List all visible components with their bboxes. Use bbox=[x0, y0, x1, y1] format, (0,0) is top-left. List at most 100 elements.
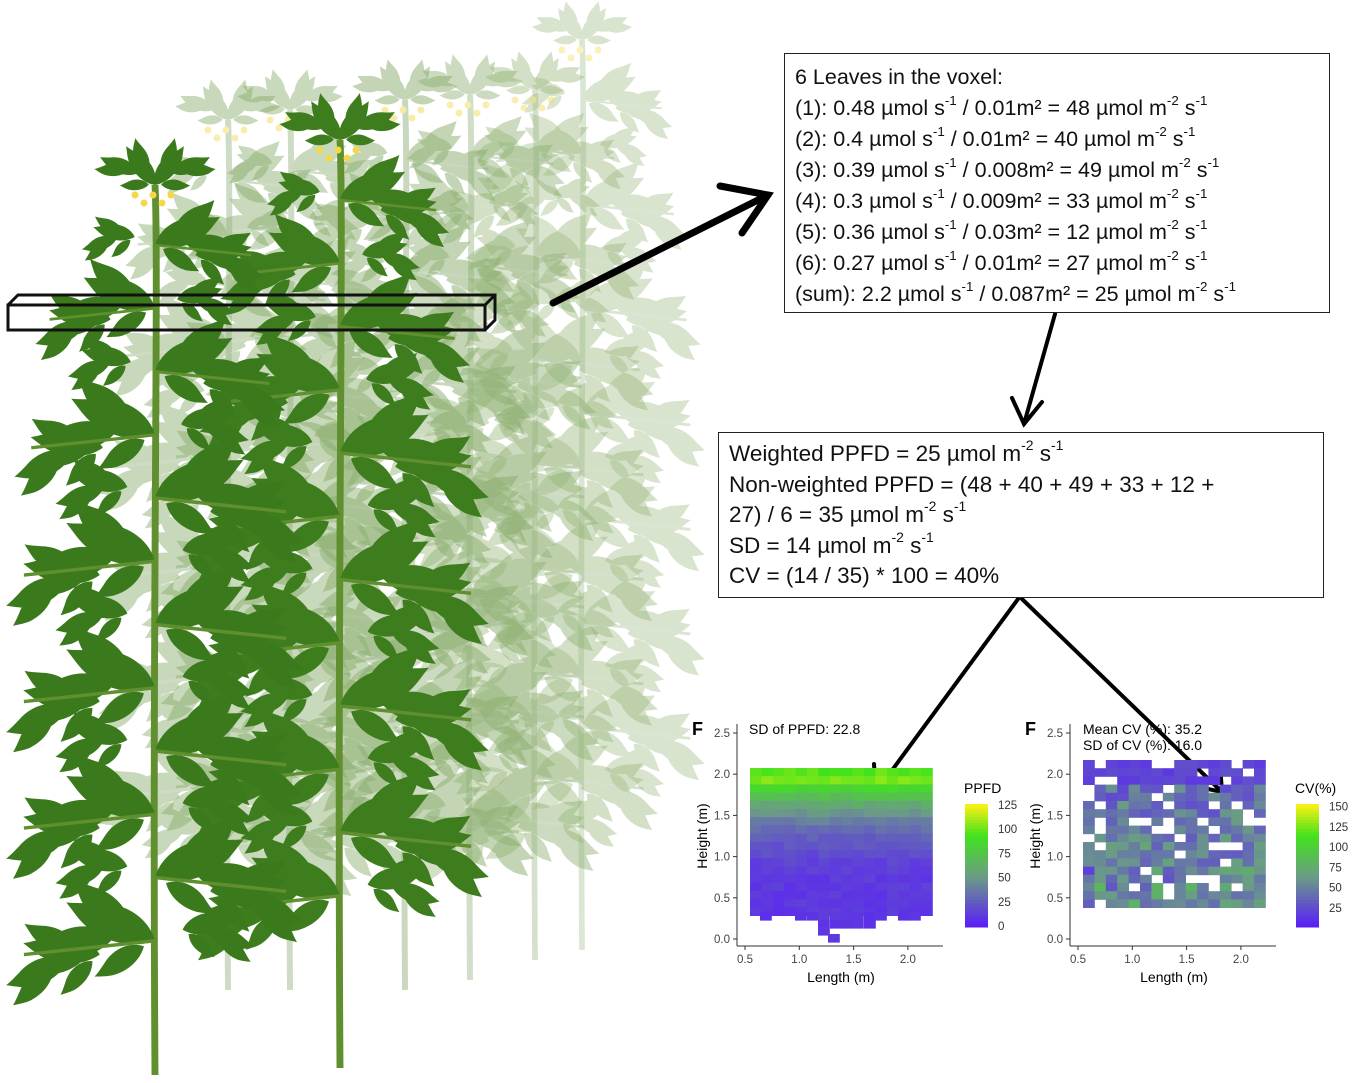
heatmap-cell bbox=[1117, 809, 1129, 818]
heatmap-cell bbox=[852, 912, 864, 921]
heatmap-cell bbox=[772, 817, 785, 826]
heatmap-cell bbox=[1128, 858, 1141, 867]
heatmap-cell bbox=[1219, 874, 1232, 884]
colorbar-segment bbox=[1296, 819, 1319, 823]
y-tick-label: 2.5 bbox=[714, 728, 730, 740]
heatmap-cell bbox=[1197, 891, 1209, 900]
heatmap-cell bbox=[875, 850, 888, 859]
heatmap-cell bbox=[852, 899, 865, 908]
leaf-ppfd: 40 bbox=[1054, 127, 1079, 151]
heatmap-cell bbox=[1094, 850, 1107, 859]
heatmap-cell bbox=[909, 882, 922, 892]
heatmap-cell bbox=[818, 833, 831, 843]
heatmap-cell bbox=[818, 912, 830, 921]
heatmap-cell bbox=[1128, 776, 1141, 785]
heatmap-cell bbox=[841, 858, 853, 867]
flower bbox=[567, 54, 575, 62]
leaf bbox=[45, 679, 324, 826]
heatmap-cell bbox=[1117, 842, 1129, 851]
heatmap-cell bbox=[1128, 809, 1141, 818]
colorbar-segment bbox=[1296, 868, 1319, 873]
heatmap-cell bbox=[841, 912, 853, 921]
heatmap-cell bbox=[1128, 891, 1141, 900]
flower bbox=[547, 96, 555, 104]
heatmap-cell bbox=[761, 784, 774, 793]
unit-area: m² bbox=[1016, 251, 1042, 275]
heatmap-cell bbox=[829, 891, 842, 900]
unit-m: m bbox=[1002, 441, 1022, 466]
colorbar-segment bbox=[1296, 834, 1319, 839]
voxel-box-outline bbox=[6, 293, 497, 332]
heatmap-cell bbox=[1117, 784, 1129, 794]
flower bbox=[266, 116, 274, 124]
heatmap-cell bbox=[886, 809, 899, 818]
heatmap-cell bbox=[761, 841, 774, 851]
heatmap-cell bbox=[852, 891, 865, 900]
heatmap-cell bbox=[1174, 792, 1186, 802]
heatmap-cell bbox=[829, 800, 842, 810]
heatmap-cell bbox=[864, 882, 876, 892]
heatmap-cell bbox=[864, 817, 876, 826]
colorbar-segment bbox=[965, 816, 988, 820]
y-tick-label: 2.0 bbox=[1047, 769, 1063, 781]
unit-s: s bbox=[934, 158, 945, 182]
heatmap-cell bbox=[1151, 768, 1164, 777]
unit-exp: -1 bbox=[944, 216, 957, 232]
heatmap-cell bbox=[795, 833, 808, 843]
colorbar-segment bbox=[1296, 853, 1319, 857]
heatmap-cell bbox=[886, 792, 899, 802]
unit-area: m² bbox=[1016, 96, 1042, 120]
colorbar-segment bbox=[1296, 899, 1319, 903]
colorbar-segment bbox=[1296, 813, 1319, 817]
colorbar-segment bbox=[1296, 917, 1319, 922]
heatmap-cell bbox=[898, 792, 910, 802]
petiole bbox=[23, 812, 156, 830]
heatmap-cell bbox=[1208, 760, 1221, 769]
heatmap-cell bbox=[898, 882, 910, 892]
leaf bbox=[230, 760, 509, 907]
heatmap-cell bbox=[875, 899, 888, 908]
heatmap-cell bbox=[886, 899, 899, 908]
unit-umol: µmol bbox=[897, 282, 945, 306]
heatmap-cell bbox=[1185, 825, 1198, 835]
leaf-line: (1): 0.48 µmol s-1 / 0.01m² = 48 µmol m-… bbox=[795, 92, 1208, 120]
legend-title: CV(%) bbox=[1295, 780, 1336, 796]
x-axis-label: Length (m) bbox=[1140, 969, 1208, 985]
leaf bbox=[444, 404, 674, 525]
unit-exp: -1 bbox=[961, 278, 974, 294]
heatmap-cell bbox=[1174, 776, 1186, 785]
heatmap-cell bbox=[761, 850, 774, 859]
heatmap-cell bbox=[898, 784, 910, 793]
unit-m: m bbox=[1148, 189, 1167, 213]
leaf bbox=[45, 552, 324, 699]
heatmap-cell bbox=[1185, 809, 1198, 818]
heatmap-cell bbox=[1219, 850, 1232, 859]
leaf bbox=[0, 742, 265, 889]
unit-s: s bbox=[1184, 220, 1196, 244]
leaf-flux: 0.27 bbox=[833, 251, 876, 275]
heatmap-cell bbox=[772, 776, 785, 785]
heatmap-cell bbox=[1174, 858, 1186, 867]
nonweighted-ppfd-value: 35 bbox=[818, 502, 844, 527]
flower bbox=[585, 54, 593, 62]
leaf bbox=[0, 615, 265, 762]
heatmap-cell bbox=[1128, 833, 1141, 843]
heatmap-cell bbox=[1254, 866, 1266, 876]
leaf bbox=[400, 109, 578, 203]
heatmap-cell bbox=[898, 825, 910, 834]
heatmap-cell bbox=[1105, 850, 1118, 859]
heatmap-cell bbox=[829, 833, 842, 843]
heatmap-cell bbox=[875, 866, 888, 875]
heatmap-cell bbox=[750, 817, 762, 826]
heatmap-cell bbox=[909, 768, 922, 777]
heatmap-cell bbox=[1083, 874, 1095, 884]
unit-exp: -1 bbox=[1195, 247, 1208, 263]
heatmap-cell bbox=[772, 899, 785, 908]
leaf bbox=[230, 381, 509, 528]
heatmap-cell bbox=[830, 920, 842, 929]
unit-umol: µmol bbox=[817, 532, 867, 558]
colorbar-segment bbox=[1296, 890, 1319, 894]
heatmap-cell bbox=[1105, 883, 1118, 892]
heatmap-cell bbox=[784, 800, 796, 810]
heatmap-cell bbox=[1185, 776, 1198, 785]
